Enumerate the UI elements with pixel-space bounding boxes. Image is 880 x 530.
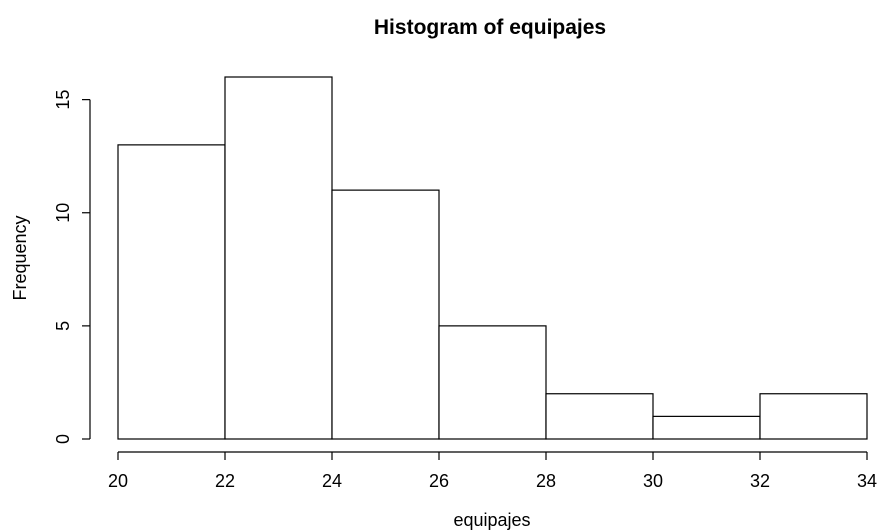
- histogram-bar-26-28: [438, 325, 547, 440]
- y-tick-label-10: 10: [53, 203, 73, 223]
- x-tick-label-22: 22: [215, 471, 235, 491]
- y-axis-label: Frequency: [10, 215, 30, 300]
- histogram-bar-22-24: [224, 76, 333, 440]
- histogram-bar-30-32: [652, 415, 761, 440]
- x-tick-label-30: 30: [643, 471, 663, 491]
- x-axis-label: equipajes: [453, 510, 530, 530]
- x-tick-label-32: 32: [750, 471, 770, 491]
- y-tick-label-0: 0: [53, 434, 73, 444]
- chart-title: Histogram of equipajes: [374, 16, 606, 39]
- bars-group: [117, 76, 868, 440]
- x-tick-label-24: 24: [322, 471, 342, 491]
- x-tick-label-26: 26: [429, 471, 449, 491]
- y-tick-label-15: 15: [53, 90, 73, 110]
- x-axis: 20 22 24 26 28 30 32 34: [108, 451, 877, 491]
- histogram-bar-20-22: [117, 144, 226, 440]
- x-tick-label-28: 28: [536, 471, 556, 491]
- x-tick-label-20: 20: [108, 471, 128, 491]
- y-tick-label-5: 5: [53, 321, 73, 331]
- histogram-bar-28-30: [545, 393, 654, 440]
- histogram-bar-32-34: [759, 393, 868, 440]
- histogram-bar-24-26: [331, 189, 440, 440]
- x-tick-label-34: 34: [857, 471, 877, 491]
- y-axis: 0 5 10 15: [53, 90, 91, 444]
